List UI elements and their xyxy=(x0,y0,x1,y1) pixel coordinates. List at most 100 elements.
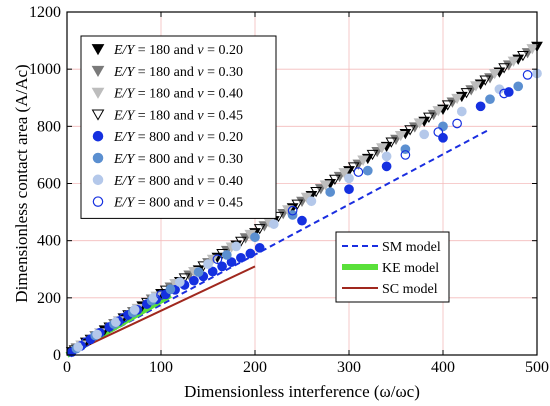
data-point xyxy=(221,250,232,260)
legend-entry: E/Y = 180 and ν = 0.30 xyxy=(113,65,243,80)
data-point xyxy=(189,275,199,286)
legend-entry: E/Y = 180 and ν = 0.20 xyxy=(113,43,243,58)
data-point xyxy=(451,93,463,105)
data-point xyxy=(174,277,185,287)
data-point xyxy=(413,118,426,129)
legend-marker xyxy=(91,109,105,121)
legend-scatter: E/Y = 180 and ν = 0.20 E/Y = 180 and ν = … xyxy=(80,35,277,219)
data-point xyxy=(231,241,242,252)
data-point xyxy=(212,254,223,265)
data-point xyxy=(456,106,467,117)
data-point xyxy=(236,252,246,263)
axis-ticks xyxy=(66,11,538,356)
legend-marker xyxy=(92,130,104,142)
data-point xyxy=(522,70,533,80)
legend-model-label: SM model xyxy=(382,240,441,255)
data-point xyxy=(291,199,304,210)
data-point xyxy=(381,161,392,172)
legend-entry: E/Y = 180 and ν = 0.40 xyxy=(113,87,243,102)
data-point xyxy=(310,187,322,198)
data-point xyxy=(253,224,266,235)
data-point xyxy=(118,312,129,323)
data-point xyxy=(488,68,501,80)
legend-entry: E/Y = 800 and ν = 0.30 xyxy=(113,152,243,167)
data-point xyxy=(235,236,247,247)
legend-model-label: SC model xyxy=(382,282,438,297)
data-point xyxy=(306,196,317,207)
data-point xyxy=(207,266,218,277)
data-point xyxy=(80,337,91,347)
legend-entry: E/Y = 800 and ν = 0.40 xyxy=(113,174,243,189)
x-tick-label: 300 xyxy=(337,359,361,376)
data-point xyxy=(344,184,354,195)
data-point xyxy=(329,174,341,185)
data-point xyxy=(287,205,298,216)
data-point xyxy=(400,150,411,160)
data-point xyxy=(92,329,102,340)
data-point xyxy=(245,248,256,259)
data-point xyxy=(376,143,388,154)
legend-model-label: KE model xyxy=(382,261,439,276)
data-point xyxy=(254,242,265,253)
legend-models: SM model KE model SC model xyxy=(335,231,450,303)
data-point xyxy=(507,56,520,67)
data-point xyxy=(479,75,492,86)
data-point xyxy=(470,81,482,92)
data-point xyxy=(517,50,529,62)
data-point xyxy=(325,187,336,197)
x-tick-label: 100 xyxy=(149,359,173,376)
data-point xyxy=(226,257,237,267)
data-point xyxy=(366,149,379,161)
legend-marker xyxy=(92,174,104,186)
data-point xyxy=(438,132,448,143)
data-point xyxy=(498,63,510,74)
data-point xyxy=(381,151,392,162)
x-tick-label: 200 xyxy=(243,359,267,376)
x-tick-label: 500 xyxy=(525,359,549,376)
data-point xyxy=(419,129,430,140)
data-point xyxy=(297,215,307,226)
x-tick-label: 400 xyxy=(431,359,455,376)
y-tick-label: 600 xyxy=(37,176,61,193)
data-point xyxy=(73,342,84,352)
legend-marker xyxy=(92,196,104,207)
data-point xyxy=(193,267,204,277)
y-axis-title: Dimensionless contact area (A/Ac) xyxy=(12,64,31,302)
legend-entry: E/Y = 800 and ν = 0.45 xyxy=(113,196,243,211)
x-axis-title: Dimensionless interference (ω/ωc) xyxy=(184,382,420,401)
data-point xyxy=(438,121,448,132)
x-tick-label: 0 xyxy=(63,359,71,376)
data-point xyxy=(344,173,354,184)
data-point xyxy=(394,130,407,142)
data-point xyxy=(347,162,360,173)
y-tick-label: 200 xyxy=(37,290,61,307)
data-point xyxy=(433,127,444,137)
data-point xyxy=(353,167,364,177)
data-point xyxy=(250,232,260,243)
data-point xyxy=(404,125,416,136)
data-point xyxy=(111,317,121,327)
data-point xyxy=(357,155,369,166)
y-tick-label: 1000 xyxy=(29,61,61,78)
data-point xyxy=(432,106,445,117)
legend-entry: E/Y = 800 and ν = 0.20 xyxy=(113,130,243,145)
legend-entry: E/Y = 180 and ν = 0.45 xyxy=(113,108,243,123)
data-point xyxy=(441,100,454,111)
legend-marker xyxy=(92,152,104,164)
data-point xyxy=(499,88,509,99)
legend-marker xyxy=(91,87,105,99)
data-point xyxy=(513,81,524,92)
y-tick-label: 0 xyxy=(53,347,61,364)
data-point xyxy=(452,118,462,129)
data-point xyxy=(203,259,213,269)
data-point xyxy=(485,94,495,105)
data-point xyxy=(217,261,227,272)
data-point xyxy=(319,180,332,191)
legend-marker xyxy=(91,65,105,78)
tick-labels: 0 100 200 300 400 500 0 200 400 600 800 1000 1200 xyxy=(29,4,549,376)
y-tick-label: 400 xyxy=(37,233,61,250)
data-point xyxy=(475,101,486,112)
legend-marker xyxy=(91,44,105,56)
data-point xyxy=(165,284,176,295)
